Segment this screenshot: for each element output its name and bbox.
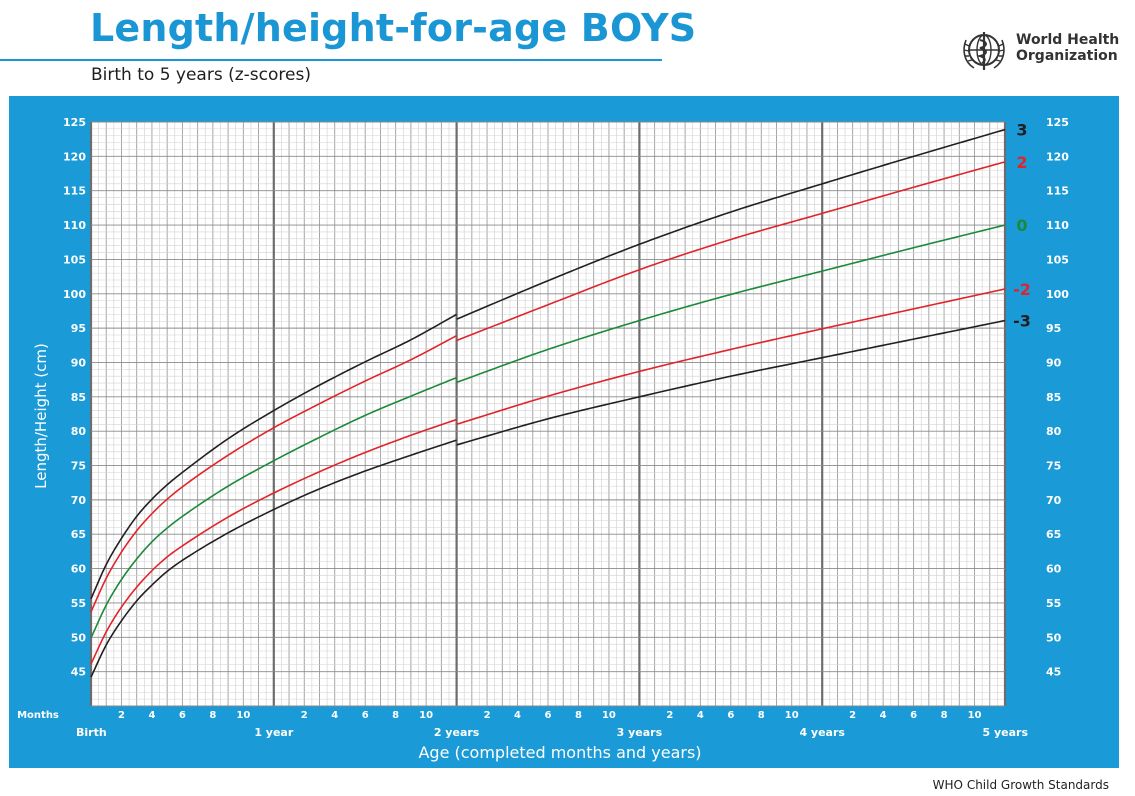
month-tick-label: 6 xyxy=(179,710,186,721)
z-score-label: -2 xyxy=(1013,280,1031,299)
year-tick-label: 3 years xyxy=(617,726,663,739)
year-tick-label: 5 years xyxy=(982,726,1028,739)
y-tick-label-right: 125 xyxy=(1046,116,1069,129)
y-tick-label-right: 50 xyxy=(1046,631,1062,644)
y-tick-label-right: 105 xyxy=(1046,253,1069,266)
z-score-label: 0 xyxy=(1016,216,1027,235)
y-tick-label: 125 xyxy=(63,116,86,129)
months-label: Months xyxy=(17,710,59,721)
y-tick-label-right: 55 xyxy=(1046,597,1061,610)
page-subtitle: Birth to 5 years (z-scores) xyxy=(91,65,311,85)
month-tick-label: 6 xyxy=(727,710,734,721)
who-emblem-icon xyxy=(963,32,1005,70)
z-score-labels: 3 2 0 -2 -3 xyxy=(1013,121,1031,331)
month-tick-label: 4 xyxy=(331,710,338,721)
y-tick-label-right: 45 xyxy=(1046,666,1061,679)
z-score-label: -3 xyxy=(1013,312,1031,331)
month-tick-label: 8 xyxy=(392,710,399,721)
y-tick-label-right: 120 xyxy=(1046,150,1069,163)
z-score-curves xyxy=(90,128,1006,678)
year-tick-label: 4 years xyxy=(799,726,845,739)
y-tick-label: 120 xyxy=(63,150,86,163)
y-tick-label-right: 85 xyxy=(1046,391,1061,404)
y-tick-label-right: 70 xyxy=(1046,494,1062,507)
title-underline xyxy=(0,59,662,61)
month-tick-label: 10 xyxy=(602,710,616,721)
y-tick-label: 85 xyxy=(71,391,86,404)
y-tick-label: 110 xyxy=(63,219,86,232)
month-tick-label: 4 xyxy=(880,710,887,721)
z-curve-3 xyxy=(90,313,457,600)
z-curve-2 xyxy=(456,161,1006,342)
grid-major xyxy=(89,121,1007,707)
year-tick-label: 2 years xyxy=(434,726,480,739)
grid-minor xyxy=(91,122,1005,706)
z-curve-0 xyxy=(456,224,1006,384)
y-tick-label: 50 xyxy=(71,631,87,644)
z-curve--3 xyxy=(456,319,1006,446)
y-tick-label: 90 xyxy=(71,356,87,369)
y-tick-label: 65 xyxy=(71,528,86,541)
month-tick-label: 10 xyxy=(785,710,799,721)
y-tick-label: 55 xyxy=(71,597,86,610)
y-tick-label: 60 xyxy=(71,563,87,576)
footer-source: WHO Child Growth Standards xyxy=(932,778,1109,792)
y-ticks-right: 45 50 55 60 65 70 75 80 85 90 95 100 105 110 115 120 125 xyxy=(1046,116,1069,679)
z-curve-0 xyxy=(90,376,457,639)
y-tick-label: 105 xyxy=(63,253,86,266)
month-tick-label: 6 xyxy=(362,710,369,721)
z-score-label: 2 xyxy=(1016,153,1027,172)
month-tick-label: 6 xyxy=(910,710,917,721)
organization-line-1: World Health xyxy=(1016,32,1120,48)
month-tick-label: 10 xyxy=(968,710,982,721)
y-tick-label: 70 xyxy=(71,494,87,507)
y-tick-label-right: 60 xyxy=(1046,563,1062,576)
y-tick-label-right: 75 xyxy=(1046,460,1061,473)
y-tick-label-right: 80 xyxy=(1046,425,1062,438)
month-tick-label: 10 xyxy=(419,710,433,721)
y-tick-label: 100 xyxy=(63,288,86,301)
z-curve--3 xyxy=(90,439,457,678)
month-tick-label: 2 xyxy=(118,710,125,721)
y-tick-label-right: 65 xyxy=(1046,528,1061,541)
y-tick-label-right: 95 xyxy=(1046,322,1061,335)
month-tick-label: 2 xyxy=(666,710,673,721)
month-tick-label: 10 xyxy=(236,710,250,721)
y-tick-label: 95 xyxy=(71,322,86,335)
x-axis-label: Age (completed months and years) xyxy=(418,743,701,762)
x-ticks: Months 2 4 6 8 10 2 4 6 8 10 2 4 6 8 10 2 4 6 8 10 2 4 6 8 10 Birt… xyxy=(17,710,1028,739)
year-tick-label: Birth xyxy=(76,726,107,739)
z-curve-2 xyxy=(90,334,457,613)
y-axis-label: Length/Height (cm) xyxy=(32,343,50,489)
z-score-label: 3 xyxy=(1016,121,1027,140)
z-curve-3 xyxy=(456,128,1006,320)
month-tick-label: 8 xyxy=(209,710,216,721)
month-tick-label: 8 xyxy=(758,710,765,721)
z-curve--2 xyxy=(456,288,1006,426)
y-tick-label: 75 xyxy=(71,460,86,473)
month-tick-label: 8 xyxy=(941,710,948,721)
z-curve--2 xyxy=(90,418,457,665)
month-tick-label: 8 xyxy=(575,710,582,721)
y-ticks-left: 45 50 55 60 65 70 75 80 85 90 95 100 105 110 115 120 125 xyxy=(63,116,86,679)
y-tick-label: 80 xyxy=(71,425,87,438)
y-tick-label-right: 115 xyxy=(1046,185,1069,198)
month-tick-label: 6 xyxy=(545,710,552,721)
month-tick-label: 2 xyxy=(484,710,491,721)
organization-name: World Health Organization xyxy=(1016,32,1119,64)
y-tick-label-right: 100 xyxy=(1046,288,1069,301)
year-tick-label: 1 year xyxy=(254,726,294,739)
month-tick-label: 2 xyxy=(849,710,856,721)
y-tick-label-right: 90 xyxy=(1046,356,1062,369)
month-tick-label: 4 xyxy=(514,710,521,721)
y-tick-label: 45 xyxy=(71,666,86,679)
y-tick-label: 115 xyxy=(63,185,86,198)
y-tick-label-right: 110 xyxy=(1046,219,1069,232)
page-title: Length/height-for-age BOYS xyxy=(90,6,697,50)
month-tick-label: 2 xyxy=(301,710,308,721)
month-tick-label: 4 xyxy=(148,710,155,721)
organization-line-2: Organization xyxy=(1016,48,1118,64)
month-tick-label: 4 xyxy=(697,710,704,721)
